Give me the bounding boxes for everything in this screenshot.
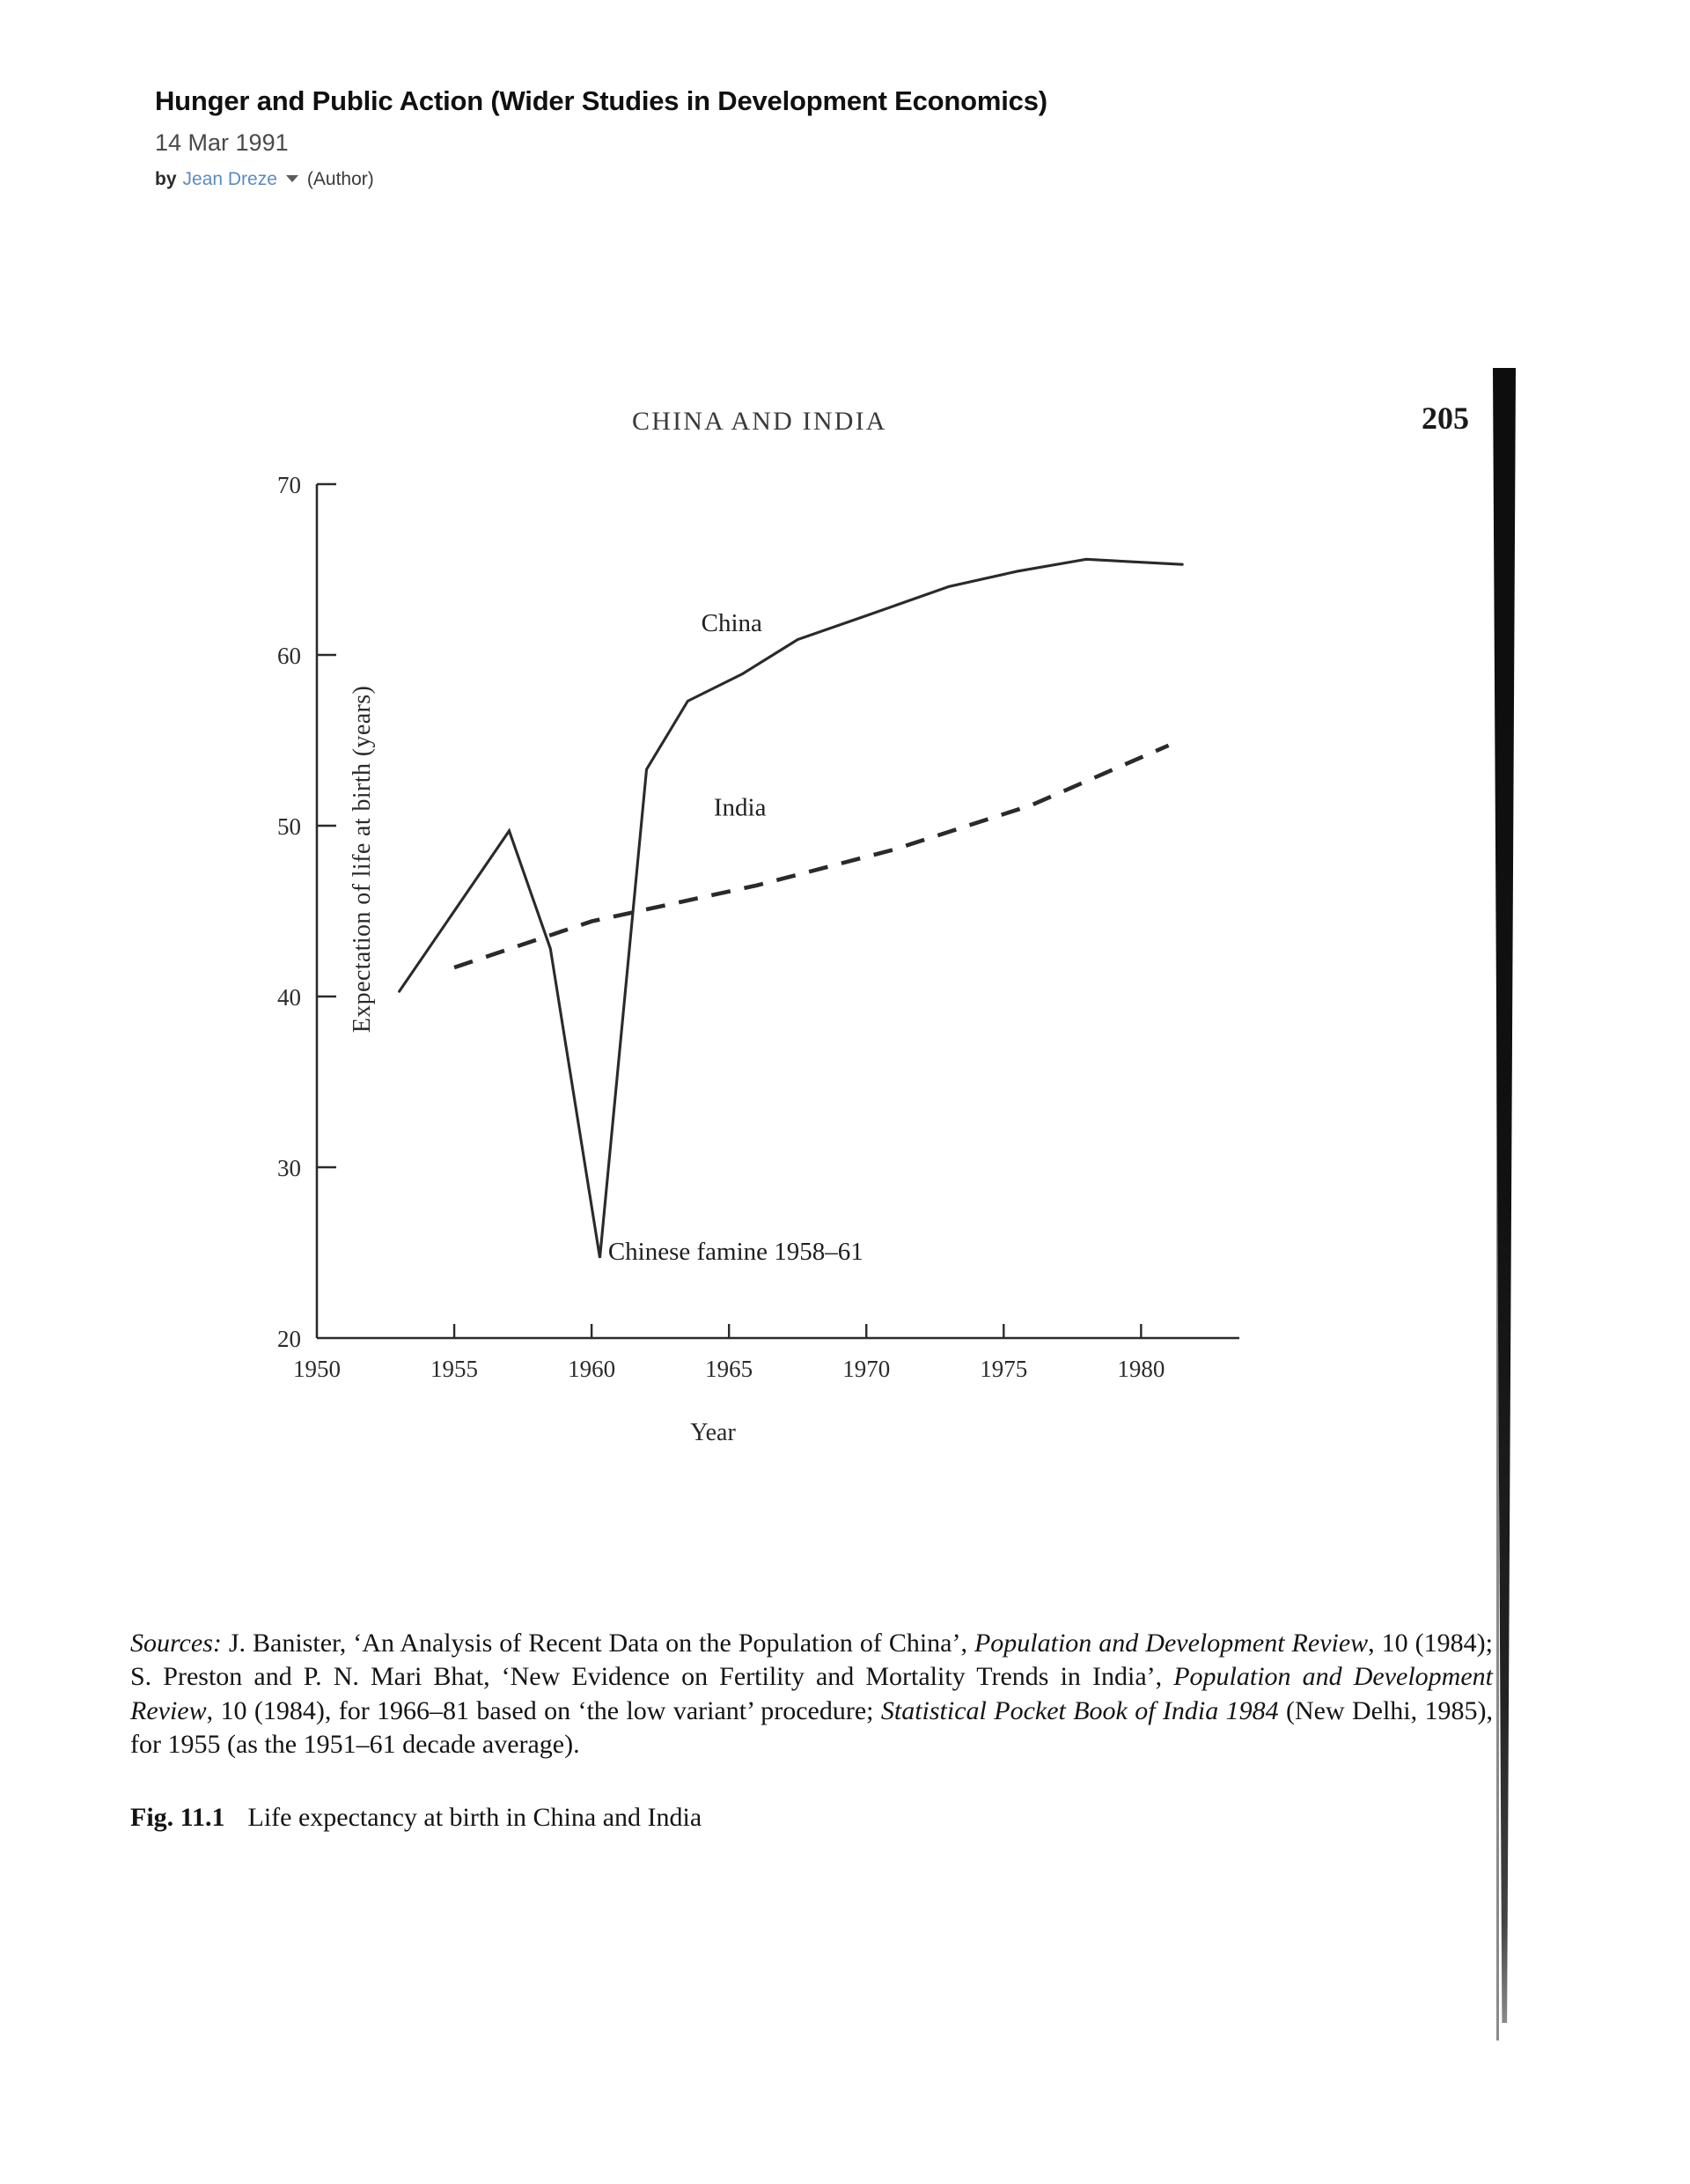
series-line-china	[398, 557, 1184, 1259]
author-link[interactable]: Jean Dreze	[182, 168, 277, 189]
svg-text:1960: 1960	[568, 1356, 615, 1382]
figure-caption-text: Life expectancy at birth in China and In…	[247, 1803, 702, 1832]
sources-part-3: , 10 (1984), for 1966–81 based on ‘the l…	[206, 1695, 881, 1725]
book-listing-header: Hunger and Public Action (Wider Studies …	[155, 85, 1475, 190]
sources-part-4: (New Delhi, 1985), for 1955 (as the 1951…	[130, 1695, 1493, 1760]
svg-text:60: 60	[277, 643, 301, 669]
y-axis-title: Expectation of life at birth (years)	[349, 685, 376, 1033]
svg-text:1970: 1970	[842, 1356, 890, 1382]
publication-date: 14 Mar 1991	[155, 129, 289, 157]
svg-text:30: 30	[277, 1155, 301, 1181]
series-label-india: India	[714, 793, 767, 821]
figure-caption: Fig. 11.1 Life expectancy at birth in Chi…	[130, 1803, 1363, 1833]
running-head: CHINA AND INDIA	[632, 407, 887, 436]
chart-annotations: Chinese famine 1958–61	[608, 1238, 863, 1266]
svg-text:20: 20	[277, 1326, 301, 1352]
annotation-famine: Chinese famine 1958–61	[608, 1238, 863, 1266]
svg-text:1980: 1980	[1117, 1356, 1165, 1382]
sources-italic-2: Population and Development Review	[130, 1662, 1493, 1725]
svg-text:70: 70	[277, 472, 301, 498]
page-title: Hunger and Public Action (Wider Studies …	[155, 85, 1047, 116]
svg-text:1950: 1950	[293, 1356, 341, 1382]
svg-text:40: 40	[277, 984, 301, 1011]
sources-italic-1: Population and Development Review	[974, 1629, 1369, 1658]
svg-text:50: 50	[277, 813, 301, 840]
figure-number: Fig. 11.1	[130, 1803, 225, 1832]
line-chart-svg: 20 30 40 50 60 70 1950 1955 1960 1965 1970 1975 198…	[277, 472, 1239, 1382]
series-line-india	[453, 743, 1170, 970]
chart-series	[398, 557, 1184, 1259]
sources-part-2: , 10 (1984); S. Preston and P. N. Mari B…	[130, 1629, 1493, 1692]
figure-sources: Sources: J. Banister, ‘An Analysis of Re…	[130, 1627, 1493, 1762]
series-label-china: China	[702, 609, 762, 637]
page-number: 205	[1422, 401, 1469, 436]
sources-label: Sources:	[130, 1629, 222, 1658]
svg-text:1975: 1975	[980, 1356, 1027, 1382]
byline-prefix: by	[155, 168, 177, 189]
svg-text:1955: 1955	[430, 1356, 478, 1382]
x-axis-title: Year	[690, 1419, 736, 1446]
author-role-label: (Author)	[306, 168, 374, 189]
chart-axes: 20 30 40 50 60 70 1950 1955 1960 1965 1970 1975 198…	[277, 472, 1239, 1382]
chevron-down-icon[interactable]	[285, 175, 298, 183]
series-labels: China India	[702, 609, 767, 822]
scanned-book-page: CHINA AND INDIA 205 20 30 40 50 60 70 1950 195…	[0, 352, 1690, 2077]
figure-chart: 20 30 40 50 60 70 1950 1955 1960 1965 1970 1975 198…	[220, 458, 1364, 1461]
sources-part-1: J. Banister, ‘An Analysis of Recent Data…	[221, 1629, 974, 1658]
svg-text:1965: 1965	[705, 1356, 753, 1382]
byline: by Jean Dreze (Author)	[155, 168, 1475, 190]
sources-italic-3: Statistical Pocket Book of India 1984	[880, 1695, 1279, 1725]
